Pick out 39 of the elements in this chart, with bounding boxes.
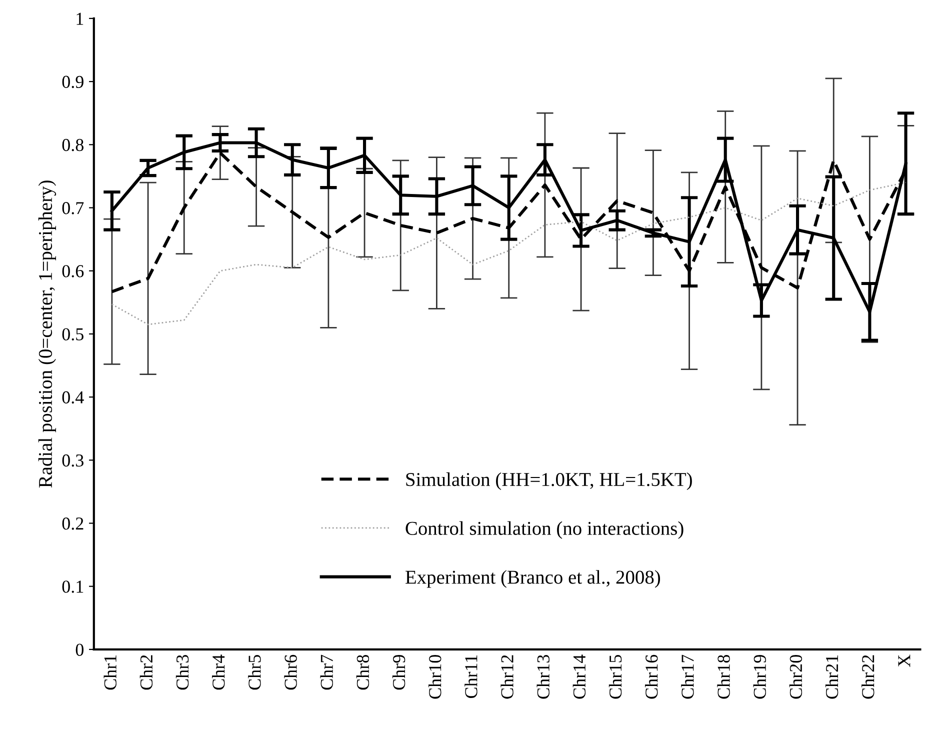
legend-label: Control simulation (no interactions) xyxy=(406,521,684,539)
x-tick-label: Chr10 xyxy=(428,654,442,699)
x-tick-label: Chr3 xyxy=(176,655,189,690)
x-tick-label: Chr15 xyxy=(608,655,622,699)
x-tick-label: Chr16 xyxy=(645,654,658,699)
x-tick-label: X xyxy=(898,654,910,667)
x-tick-label: Chr12 xyxy=(500,655,514,699)
x-tick-label: Chr6 xyxy=(284,654,297,690)
y-tick-label: 0.9 xyxy=(62,76,84,88)
y-tick-label: 0.4 xyxy=(62,391,84,404)
x-tick-label: Chr7 xyxy=(320,654,333,690)
x-tick-label: Chr13 xyxy=(536,655,550,699)
y-tick-label: 0.8 xyxy=(62,138,84,152)
line-series xyxy=(111,182,906,326)
y-tick-label: 0.1 xyxy=(62,580,84,593)
x-tick-label: Chr11 xyxy=(464,655,478,698)
y-tick-label: 0.7 xyxy=(62,202,84,214)
x-tick-label: Chr8 xyxy=(356,654,370,690)
x-tick-label: Chr5 xyxy=(248,655,261,690)
x-tick-label: Chr2 xyxy=(140,655,153,690)
y-axis-title: Radial position (0=center, 1=periphery) xyxy=(38,180,56,488)
y-tick-label: 0 xyxy=(76,644,84,656)
y-tick-label: 0.6 xyxy=(62,265,84,278)
legend-label: Experiment (Branco et al., 2008) xyxy=(406,570,660,588)
x-tick-label: Chr14 xyxy=(572,654,586,699)
y-tick-label: 0.3 xyxy=(62,454,84,467)
x-tick-label: Chr18 xyxy=(717,654,730,699)
x-tick-label: Chr21 xyxy=(825,655,838,699)
x-tick-label: Chr17 xyxy=(681,654,694,699)
y-tick-label: 1 xyxy=(76,12,84,25)
x-tick-label: Chr9 xyxy=(392,655,406,690)
x-tick-label: Chr20 xyxy=(789,654,802,699)
legend-label: Simulation (HH=1.0KT, HL=1.5KT) xyxy=(406,472,692,490)
y-tick-label: 0.5 xyxy=(62,328,84,340)
x-tick-label: Chr19 xyxy=(753,655,766,699)
y-tick-label: 0.2 xyxy=(62,518,84,530)
x-tick-label: Chr22 xyxy=(862,655,874,699)
x-tick-label: Chr1 xyxy=(104,655,116,690)
x-tick-label: Chr4 xyxy=(212,654,225,690)
